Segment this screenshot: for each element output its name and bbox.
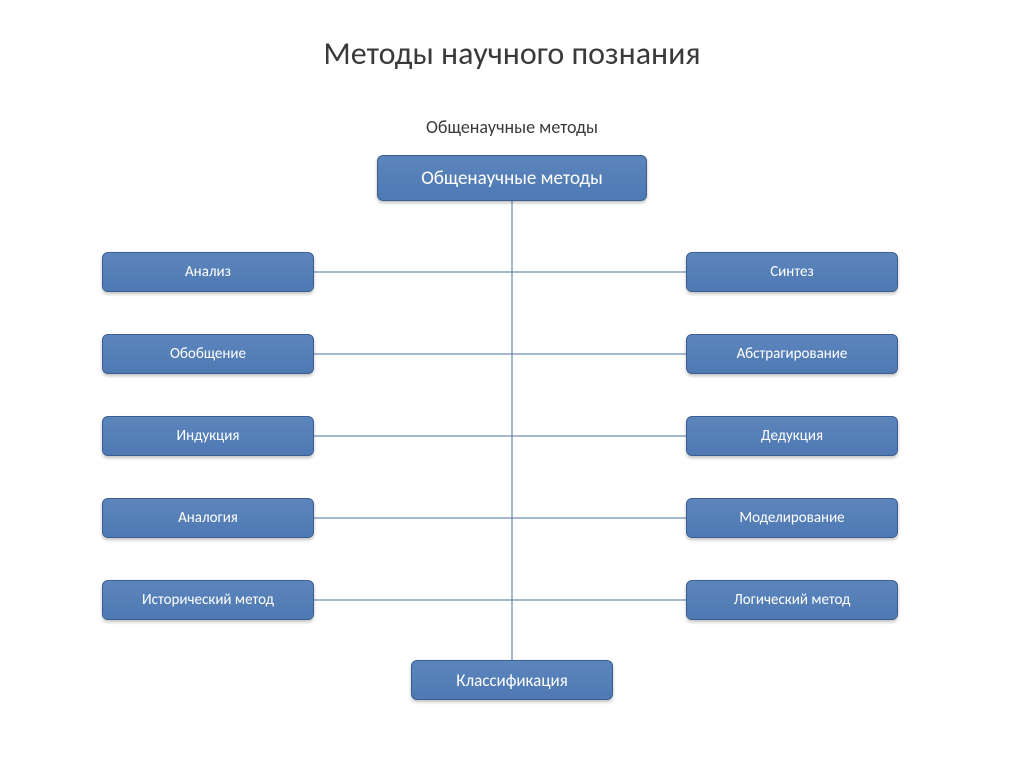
left-node-analysis: Анализ bbox=[102, 252, 314, 292]
subtitle: Общенаучные методы bbox=[0, 116, 1024, 138]
right-node-logical: Логический метод bbox=[686, 580, 898, 620]
left-node-generalize: Обобщение bbox=[102, 334, 314, 374]
diagram-canvas: Методы научного познания Общенаучные мет… bbox=[0, 0, 1024, 767]
left-node-historical: Исторический метод bbox=[102, 580, 314, 620]
right-node-synthesis: Синтез bbox=[686, 252, 898, 292]
left-node-induction: Индукция bbox=[102, 416, 314, 456]
root-node: Общенаучные методы bbox=[377, 155, 647, 201]
left-node-analogy: Аналогия bbox=[102, 498, 314, 538]
right-node-modeling: Моделирование bbox=[686, 498, 898, 538]
right-node-abstract: Абстрагирование bbox=[686, 334, 898, 374]
bottom-node: Классификация bbox=[411, 660, 613, 700]
right-node-deduction: Дедукция bbox=[686, 416, 898, 456]
main-title: Методы научного познания bbox=[0, 34, 1024, 73]
